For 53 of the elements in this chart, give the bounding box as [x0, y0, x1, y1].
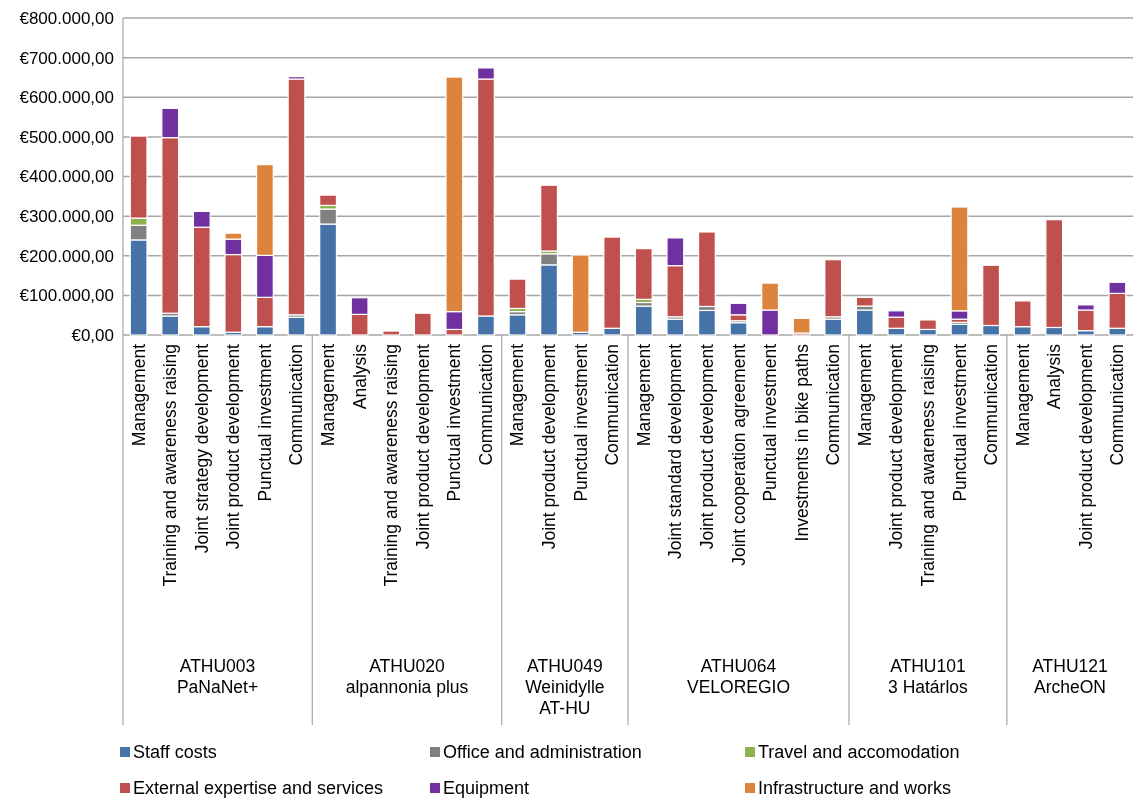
text: ATHU049 Weinidylle AT-HU [525, 656, 605, 718]
y-tick-label: €100.000,00 [19, 286, 114, 306]
x-tick-label: Joint product development [886, 343, 907, 550]
y-tick-label: €800.000,00 [19, 8, 114, 28]
x-tick-label: Joint cooperation agreement [728, 343, 749, 566]
x-tick-label: Communication [475, 344, 496, 466]
y-tick-label: €200.000,00 [19, 246, 114, 266]
x-tick-label: Joint product development [696, 343, 717, 550]
x-tick-label: Management [633, 343, 654, 447]
x-tick-label: Management [128, 343, 149, 447]
x-tick-label: Punctual investment [570, 343, 591, 502]
x-tick-label: Punctual investment [444, 343, 465, 502]
x-tick-label: Joint product development [223, 343, 244, 550]
text: ATHU020 alpannonia plus [345, 656, 469, 697]
x-tick-label: Communication [1107, 344, 1128, 466]
x-tick-label: Management [854, 343, 875, 447]
x-tick-label: Communication [286, 344, 307, 466]
x-tick-label: Training and awareness raising [381, 344, 402, 587]
legend-label: Travel and accomodation [758, 742, 960, 763]
x-tick-label: Punctual investment [760, 343, 781, 502]
legend-label: Staff costs [133, 742, 217, 763]
x-tick-label: Analysis [349, 343, 370, 410]
text: ATHU003 PaNaNet+ [176, 656, 259, 697]
text: ATHU101 3 Határlos [888, 656, 969, 697]
y-tick-label: €600.000,00 [19, 88, 114, 108]
legend-label: Office and administration [443, 742, 642, 763]
x-tick-label: Punctual investment [254, 343, 275, 502]
legend-label: Infrastructure and works [758, 778, 952, 799]
x-tick-label: Analysis [1044, 343, 1065, 410]
x-tick-label: Communication [602, 344, 623, 466]
x-tick-label: Joint product development [1075, 343, 1096, 550]
x-tick-label: Management [507, 343, 528, 447]
legend-label: Equipment [443, 778, 530, 799]
x-tick-label: Punctual investment [949, 343, 970, 502]
x-tick-label: Joint product development [412, 343, 433, 550]
y-tick-label: €0,00 [71, 325, 114, 345]
y-tick-label: €500.000,00 [19, 127, 114, 147]
y-tick-label: €700.000,00 [19, 48, 114, 68]
x-tick-label: Communication [823, 344, 844, 466]
x-tick-label: Communication [981, 344, 1002, 466]
x-tick-label: Joint standard development [665, 343, 686, 559]
text: ATHU121 ArcheON [1032, 656, 1108, 697]
x-tick-label: Training and awareness raising [917, 344, 938, 587]
x-tick-label: Management [318, 343, 339, 447]
text: ATHU064 VELOREGIO [686, 656, 791, 697]
x-tick-label: Joint strategy development [191, 343, 212, 554]
y-tick-label: €400.000,00 [19, 167, 114, 187]
x-tick-label: Joint product development [539, 343, 560, 550]
x-tick-label: Training and awareness raising [160, 344, 181, 587]
legend-label: External expertise and services [133, 778, 384, 799]
x-tick-label: Investments in bike paths [791, 343, 812, 542]
y-tick-label: €300.000,00 [19, 207, 114, 227]
x-tick-label: Management [1012, 343, 1033, 447]
